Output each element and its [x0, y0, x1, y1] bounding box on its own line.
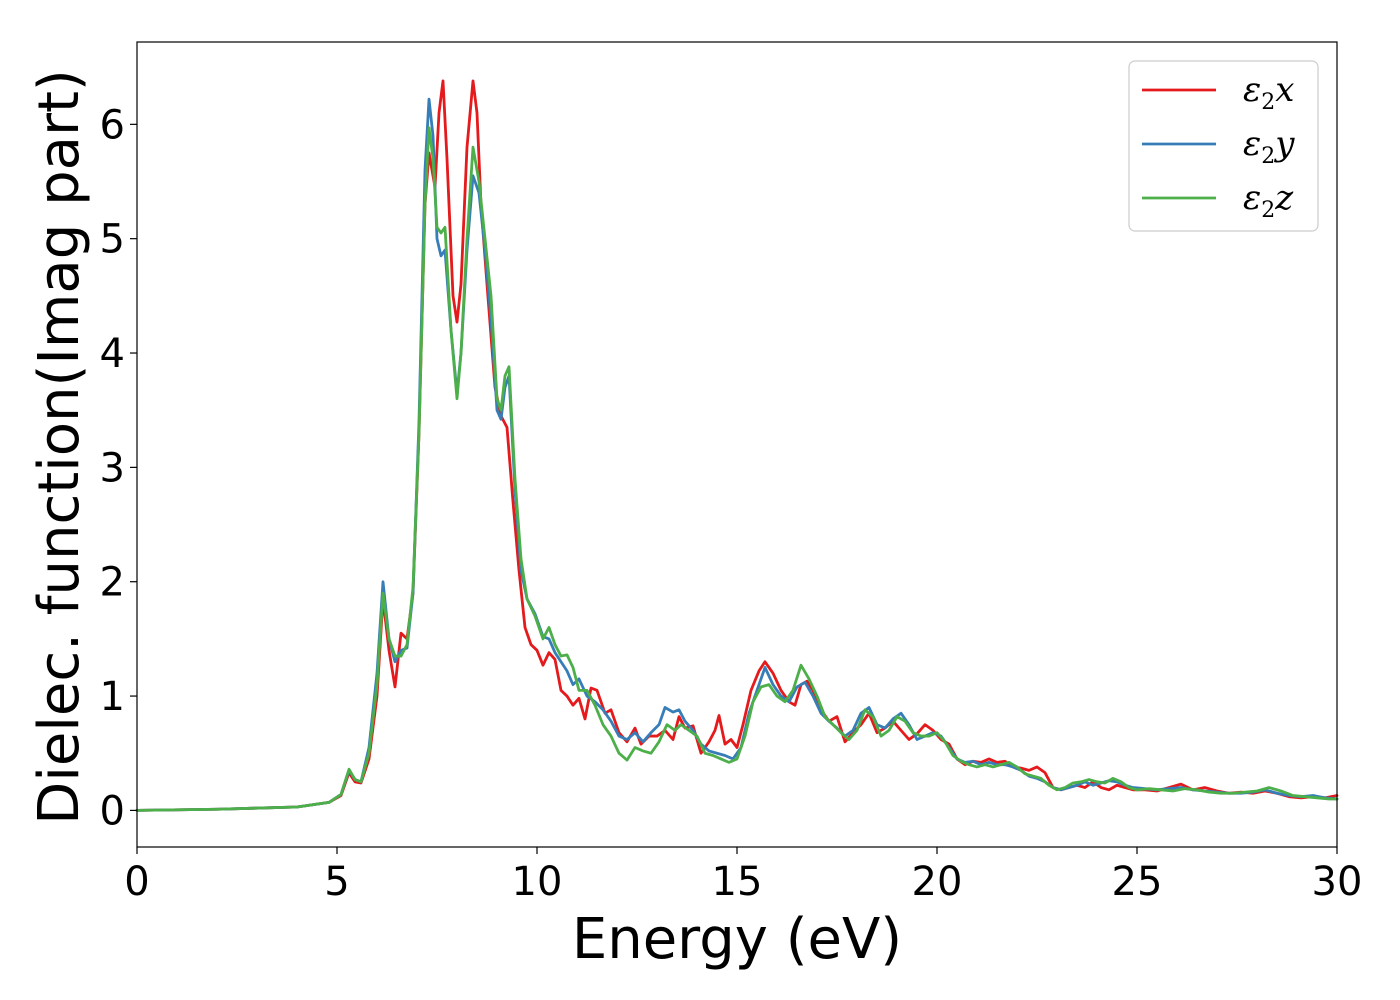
- x-axis-title: Energy (eV): [572, 907, 902, 972]
- legend-label-z: ε2z: [1243, 178, 1294, 223]
- y-tick-label: 3: [100, 445, 125, 491]
- x-tick-label: 5: [324, 859, 349, 905]
- x-tick-label: 25: [1112, 859, 1163, 905]
- x-tick-label: 0: [124, 859, 149, 905]
- y-tick-label: 4: [100, 331, 125, 377]
- x-tick-label: 15: [712, 859, 763, 905]
- x-tick-label: 20: [912, 859, 963, 905]
- x-tick-label: 30: [1312, 859, 1363, 905]
- series-line-z: [135, 126, 1339, 812]
- y-axis-ticks: 0 1 2 3 4 5 6: [100, 102, 137, 834]
- legend-label-x: ε2x: [1243, 70, 1294, 115]
- x-tick-label: 10: [512, 859, 563, 905]
- y-tick-label: 1: [100, 674, 125, 720]
- legend: ε2x ε2y ε2z: [1128, 60, 1319, 232]
- y-tick-label: 0: [100, 788, 125, 834]
- legend-items: ε2x ε2y ε2z: [1142, 70, 1295, 223]
- y-axis-title: Dielec. function(Imag part): [27, 69, 92, 825]
- series-layer: [135, 79, 1339, 812]
- series-line-x: [135, 79, 1339, 812]
- y-tick-label: 6: [100, 102, 125, 148]
- legend-label-y: ε2y: [1243, 124, 1295, 169]
- legend-box: [1128, 60, 1319, 232]
- y-tick-label: 5: [100, 217, 125, 263]
- x-axis-ticks: 0 5 10 15 20 25 30: [124, 847, 1362, 905]
- y-tick-label: 2: [100, 560, 125, 606]
